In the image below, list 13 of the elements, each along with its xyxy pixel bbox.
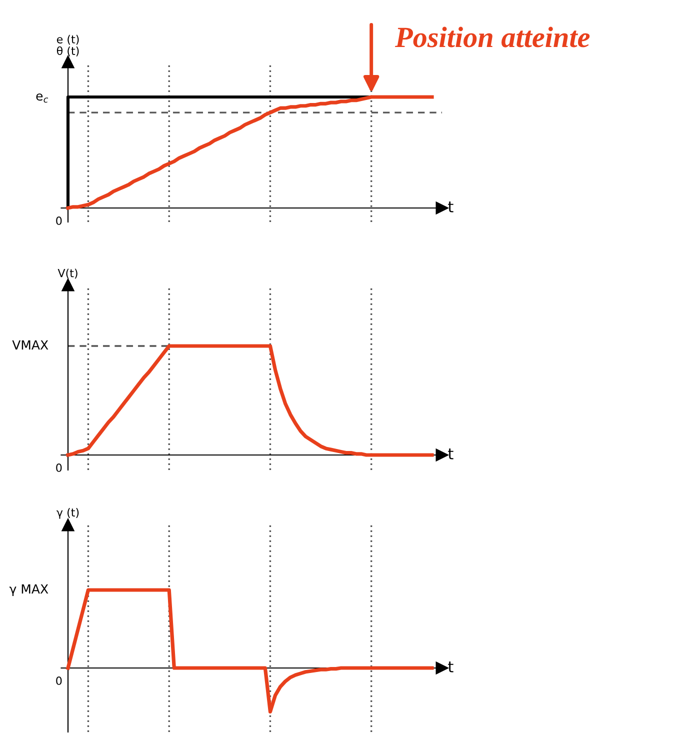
y-axis-title: γ (t) — [56, 508, 79, 519]
x-axis-title: t — [448, 661, 454, 672]
text: VMAX — [12, 340, 48, 350]
text: e$_{c}$ — [36, 93, 48, 103]
x-axis-title: t — [448, 448, 454, 460]
chart-title: Position atteinte — [394, 26, 590, 48]
text: 0 — [56, 216, 62, 225]
text: γ MAX — [9, 584, 48, 596]
y-axis-title: e (t) θ (t) — [56, 34, 79, 56]
text: 0 — [56, 464, 62, 472]
annotation: 0 — [56, 676, 62, 685]
x-axis-title: t — [448, 201, 454, 212]
y-axis-title: V(t) — [58, 268, 78, 279]
